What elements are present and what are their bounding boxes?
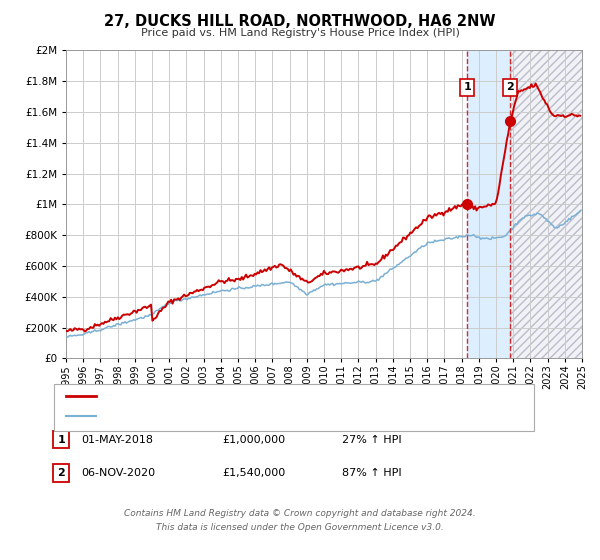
- Text: 27, DUCKS HILL ROAD, NORTHWOOD, HA6 2NW (detached house): 27, DUCKS HILL ROAD, NORTHWOOD, HA6 2NW …: [99, 391, 443, 401]
- Text: Contains HM Land Registry data © Crown copyright and database right 2024.: Contains HM Land Registry data © Crown c…: [124, 509, 476, 518]
- Text: 2: 2: [58, 468, 65, 478]
- Text: 27, DUCKS HILL ROAD, NORTHWOOD, HA6 2NW: 27, DUCKS HILL ROAD, NORTHWOOD, HA6 2NW: [104, 14, 496, 29]
- Text: 2: 2: [506, 82, 514, 92]
- Text: 87% ↑ HPI: 87% ↑ HPI: [342, 468, 401, 478]
- Text: 1: 1: [463, 82, 471, 92]
- Text: 1: 1: [58, 435, 65, 445]
- Text: This data is licensed under the Open Government Licence v3.0.: This data is licensed under the Open Gov…: [156, 523, 444, 532]
- Text: 27% ↑ HPI: 27% ↑ HPI: [342, 435, 401, 445]
- Text: £1,540,000: £1,540,000: [222, 468, 285, 478]
- Text: 06-NOV-2020: 06-NOV-2020: [81, 468, 155, 478]
- Text: HPI: Average price, detached house, Hillingdon: HPI: Average price, detached house, Hill…: [99, 411, 344, 421]
- Bar: [510, 50, 582, 358]
- Text: 01-MAY-2018: 01-MAY-2018: [81, 435, 153, 445]
- Bar: [467, 50, 510, 358]
- Text: £1,000,000: £1,000,000: [222, 435, 285, 445]
- Bar: [510, 50, 582, 358]
- Text: Price paid vs. HM Land Registry's House Price Index (HPI): Price paid vs. HM Land Registry's House …: [140, 28, 460, 38]
